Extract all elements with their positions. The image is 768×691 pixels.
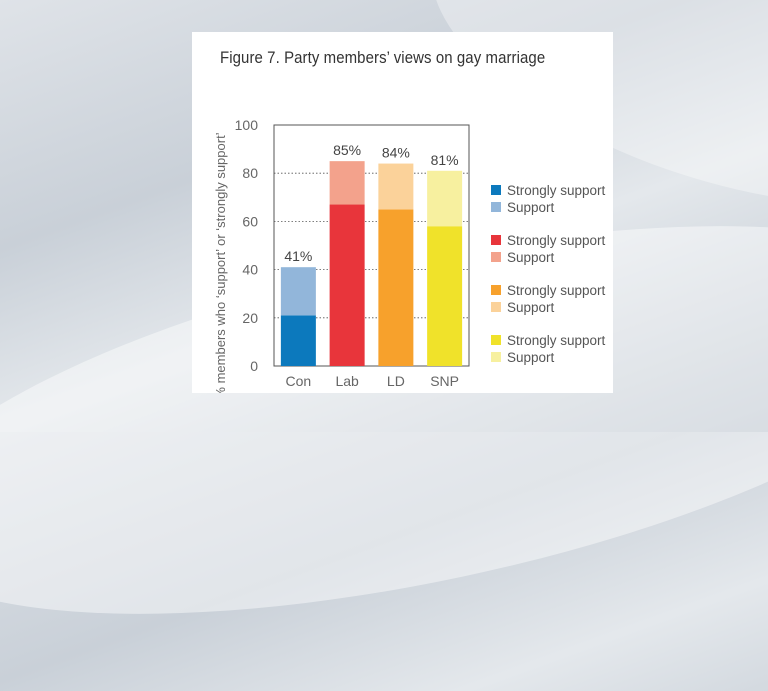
legend-label: Support	[507, 300, 555, 315]
legend-swatch	[491, 202, 501, 212]
y-tick-label: 80	[242, 165, 258, 181]
bar-total-label: 41%	[284, 248, 312, 264]
bar-support	[329, 161, 365, 205]
bar-total-label: 81%	[431, 152, 459, 168]
legend-label: Strongly support	[507, 333, 606, 348]
legend-swatch	[491, 302, 501, 312]
y-axis-label: % members who ‘support’ or ‘strongly sup…	[213, 132, 228, 393]
bar-strongly-support	[329, 204, 365, 366]
bar-strongly-support	[280, 315, 316, 366]
y-tick-label: 0	[250, 358, 258, 374]
x-tick-label: Con	[286, 373, 312, 389]
bar-support	[280, 267, 316, 316]
bar-total-label: 85%	[333, 142, 361, 158]
legend-label: Strongly support	[507, 183, 606, 198]
legend-swatch	[491, 352, 501, 362]
figure-title: Figure 7. Party members’ views on gay ma…	[220, 48, 546, 67]
bar-support	[427, 170, 463, 227]
y-tick-label: 20	[242, 310, 258, 326]
legend-label: Support	[507, 200, 555, 215]
x-tick-label: LD	[387, 373, 405, 389]
figure-card: Figure 7. Party members’ views on gay ma…	[192, 32, 613, 393]
stacked-bar-chart: 0 20 40 60 80 100 % members who ‘support’ or ‘…	[213, 117, 606, 393]
y-tick-label: 60	[242, 213, 258, 229]
legend-swatch	[491, 335, 501, 345]
x-tick-label: Lab	[335, 373, 359, 389]
bar-support	[378, 163, 414, 210]
legend-label: Strongly support	[507, 283, 606, 298]
legend-swatch	[491, 285, 501, 295]
bar-total-label: 84%	[382, 145, 410, 161]
x-tick-label: SNP	[430, 373, 459, 389]
y-tick-label: 40	[242, 262, 258, 278]
legend-label: Support	[507, 350, 555, 365]
bar-strongly-support	[378, 209, 414, 366]
legend-label: Strongly support	[507, 233, 606, 248]
y-tick-label: 100	[235, 117, 259, 133]
plot-frame	[273, 124, 470, 367]
legend-swatch	[491, 252, 501, 262]
legend-swatch	[491, 185, 501, 195]
legend-label: Support	[507, 250, 555, 265]
bar-strongly-support	[427, 226, 463, 366]
legend-swatch	[491, 235, 501, 245]
